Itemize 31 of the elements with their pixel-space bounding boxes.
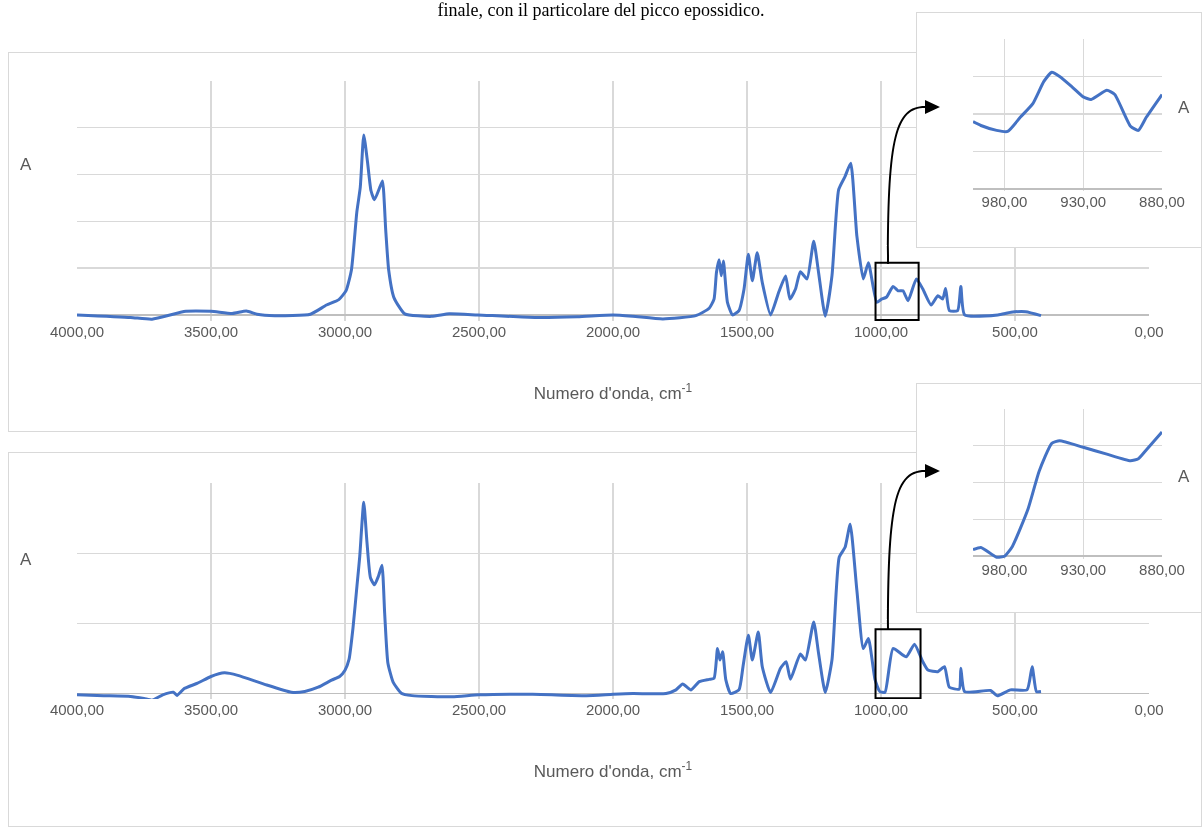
x-tick-label: 3500,00 (183, 323, 239, 340)
x-tick-label: 1000,00 (853, 701, 909, 718)
y-axis-title: A (1178, 467, 1190, 486)
x-tick-label: 1500,00 (719, 701, 775, 718)
x-tick-label: 4000,00 (49, 323, 105, 340)
text: finale, con il particolare del picco epossidico. (436, 0, 766, 21)
x-tick-label: 3500,00 (183, 701, 239, 718)
x-tick-label: 2000,00 (585, 701, 641, 718)
x-tick-label: 0,00 (1134, 701, 1164, 718)
x-tick-label: 880,00 (1139, 561, 1185, 578)
x-tick-label: 980,00 (981, 193, 1028, 210)
x-tick-label: 500,00 (992, 701, 1038, 718)
x-axis-title: Numero d'onda, cm$^{-1}$ (533, 381, 693, 404)
x-tick-label: 930,00 (1060, 561, 1107, 578)
x-tick-label: 2500,00 (451, 701, 507, 718)
x-tick-label: 930,00 (1060, 193, 1107, 210)
y-axis-title: A (1178, 98, 1190, 117)
x-tick-label: 3000,00 (317, 701, 373, 718)
x-tick-label: 4000,00 (49, 701, 105, 718)
x-tick-label: 2000,00 (585, 323, 641, 340)
x-tick-label: 500,00 (992, 323, 1038, 340)
x-tick-label: 2500,00 (451, 323, 507, 340)
y-axis-title: A (20, 155, 32, 174)
x-tick-label: 880,00 (1139, 193, 1185, 210)
x-tick-label: 0,00 (1134, 323, 1164, 340)
y-axis-title: A (20, 550, 32, 569)
x-axis-title: Numero d'onda, cm$^{-1}$ (533, 759, 693, 782)
x-tick-label: 980,00 (981, 561, 1028, 578)
x-tick-label: 3000,00 (317, 323, 373, 340)
x-tick-label: 1000,00 (853, 323, 909, 340)
x-tick-label: 1500,00 (719, 323, 775, 340)
